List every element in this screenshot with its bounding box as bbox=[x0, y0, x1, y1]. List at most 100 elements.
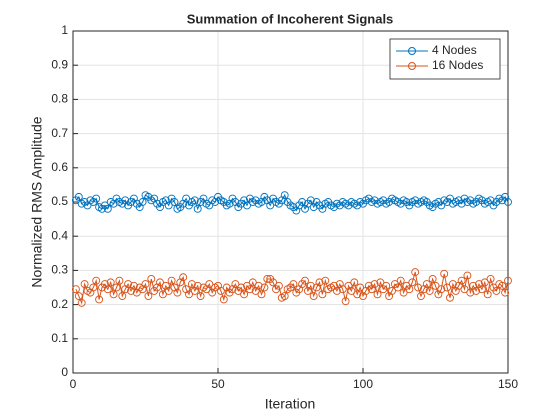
y-tick-label: 0.7 bbox=[51, 126, 68, 140]
marker bbox=[428, 275, 437, 283]
marker bbox=[405, 285, 414, 294]
marker bbox=[306, 196, 315, 205]
marker bbox=[179, 273, 188, 282]
marker bbox=[274, 281, 283, 290]
marker bbox=[350, 278, 359, 287]
marker bbox=[205, 280, 214, 289]
y-tick-label: 0.9 bbox=[51, 57, 68, 71]
marker bbox=[74, 192, 83, 201]
legend-marker bbox=[408, 47, 416, 55]
marker bbox=[396, 276, 405, 285]
marker bbox=[356, 283, 365, 292]
marker bbox=[77, 298, 86, 307]
chart-title: Summation of Incoherent Signals bbox=[187, 11, 394, 26]
y-axis-label: Normalized RMS Amplitude bbox=[29, 116, 45, 287]
marker bbox=[460, 285, 469, 294]
marker bbox=[141, 280, 150, 289]
marker bbox=[280, 292, 289, 300]
legend-label: 16 Nodes bbox=[432, 58, 483, 72]
marker bbox=[245, 285, 254, 294]
marker bbox=[483, 290, 492, 299]
marker bbox=[80, 280, 89, 289]
y-tick-label: 0.1 bbox=[51, 331, 68, 345]
marker bbox=[254, 281, 263, 290]
marker bbox=[260, 283, 269, 292]
marker bbox=[440, 269, 449, 278]
marker bbox=[353, 290, 362, 299]
marker bbox=[422, 280, 431, 289]
y-tick-label: 0.6 bbox=[51, 160, 68, 174]
marker bbox=[332, 286, 341, 295]
marker bbox=[393, 283, 402, 292]
marker bbox=[237, 283, 246, 292]
x-tick-label: 0 bbox=[70, 377, 77, 391]
marker bbox=[498, 281, 507, 290]
series-line bbox=[75, 271, 509, 305]
y-tick-label: 0.8 bbox=[51, 92, 68, 106]
marker bbox=[382, 281, 391, 290]
marker bbox=[193, 204, 202, 213]
marker bbox=[472, 286, 481, 295]
marker bbox=[173, 288, 182, 297]
marker bbox=[309, 292, 318, 300]
marker bbox=[269, 278, 278, 287]
marker bbox=[115, 276, 124, 285]
marker bbox=[306, 281, 315, 290]
marker bbox=[417, 292, 425, 300]
marker bbox=[182, 194, 191, 203]
marker bbox=[411, 268, 420, 277]
marker bbox=[243, 201, 251, 210]
marker bbox=[425, 286, 434, 295]
marker bbox=[457, 276, 466, 285]
marker bbox=[106, 278, 115, 287]
marker bbox=[257, 290, 266, 299]
y-tick-label: 0.5 bbox=[51, 194, 68, 208]
marker bbox=[129, 281, 138, 290]
legend-box bbox=[389, 38, 501, 80]
marker bbox=[187, 280, 196, 289]
marker bbox=[289, 280, 298, 289]
marker bbox=[298, 198, 307, 206]
marker bbox=[74, 292, 83, 300]
y-tick-label: 0 bbox=[61, 365, 68, 379]
marker bbox=[118, 292, 127, 300]
marker bbox=[504, 276, 512, 285]
y-tick-label: 0.4 bbox=[51, 228, 68, 242]
marker bbox=[399, 288, 408, 297]
marker bbox=[466, 288, 475, 297]
legend-label: 4 Nodes bbox=[432, 43, 477, 57]
marker bbox=[124, 280, 133, 289]
marker bbox=[170, 198, 179, 206]
marker bbox=[477, 285, 486, 294]
marker bbox=[408, 278, 417, 287]
marker bbox=[492, 286, 501, 295]
marker bbox=[315, 278, 324, 287]
marker bbox=[156, 278, 164, 287]
marker bbox=[216, 286, 225, 295]
marker bbox=[373, 290, 382, 299]
marker bbox=[486, 275, 495, 283]
x-tick-label: 150 bbox=[498, 377, 518, 391]
marker bbox=[321, 276, 330, 285]
marker bbox=[301, 276, 309, 285]
marker bbox=[376, 278, 385, 287]
marker bbox=[240, 290, 249, 299]
series-line bbox=[75, 194, 509, 212]
marker bbox=[196, 292, 205, 300]
x-tick-label: 100 bbox=[353, 377, 373, 391]
marker bbox=[167, 276, 176, 285]
marker bbox=[190, 196, 199, 205]
marker bbox=[504, 198, 512, 206]
marker bbox=[103, 285, 112, 294]
y-tick-label: 1 bbox=[61, 23, 68, 37]
marker bbox=[231, 280, 240, 289]
marker bbox=[318, 290, 327, 299]
marker bbox=[341, 297, 350, 306]
marker bbox=[431, 281, 440, 290]
marker bbox=[414, 283, 423, 292]
marker bbox=[92, 276, 101, 285]
marker bbox=[248, 278, 257, 287]
marker bbox=[347, 286, 356, 295]
marker bbox=[164, 201, 173, 210]
marker bbox=[219, 295, 228, 304]
